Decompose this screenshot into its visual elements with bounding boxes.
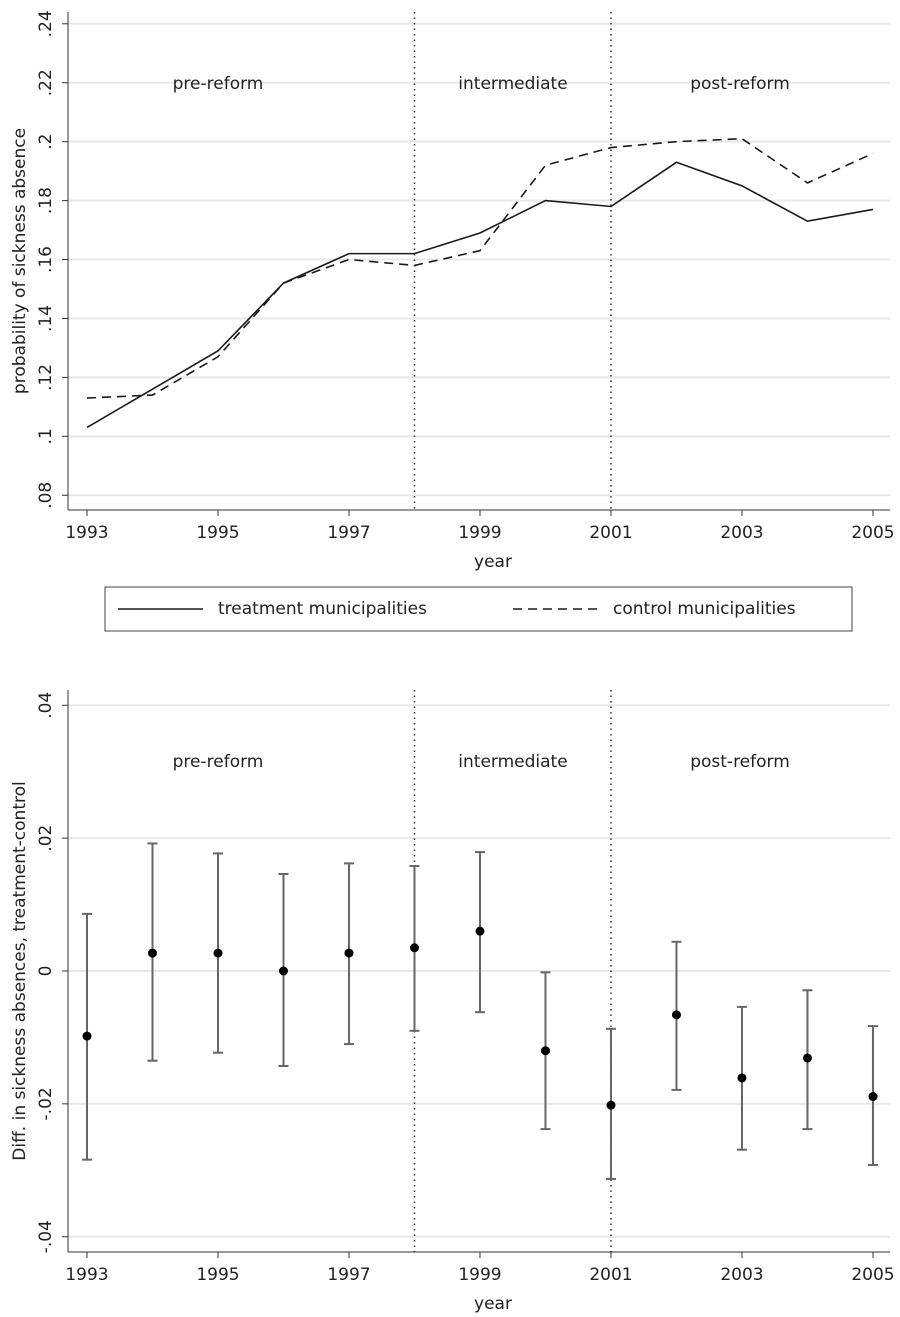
y-tick-label: .02: [36, 825, 56, 852]
x-tick-label: 1999: [458, 523, 501, 543]
point: [147, 948, 157, 958]
period-label: pre-reform: [173, 74, 264, 94]
legend-label: control municipalities: [613, 599, 796, 619]
y-tick-label: .16: [36, 246, 56, 273]
y-tick-label: 0: [36, 966, 56, 977]
point: [606, 1100, 616, 1110]
point: [737, 1073, 747, 1083]
y-tick-label: .1: [36, 428, 56, 444]
point: [540, 1046, 550, 1056]
x-axis-title: year: [474, 1294, 512, 1314]
period-label: intermediate: [458, 74, 567, 94]
y-tick-label: .12: [36, 364, 56, 391]
y-tick-label: -.02: [36, 1087, 56, 1120]
point: [671, 1010, 681, 1020]
period-label: intermediate: [458, 752, 567, 772]
point: [409, 943, 419, 953]
point: [802, 1053, 812, 1063]
y-axis-title: probability of sickness absence: [10, 128, 30, 394]
x-tick-label: 1999: [458, 1265, 501, 1285]
x-tick-label: 2001: [589, 1265, 632, 1285]
x-tick-label: 2003: [720, 523, 763, 543]
point: [344, 948, 354, 958]
y-tick-label: .22: [36, 69, 56, 96]
period-label: post-reform: [690, 74, 790, 94]
y-tick-label: .04: [36, 692, 56, 719]
y-tick-label: .14: [36, 305, 56, 332]
series-line: [86, 161, 874, 429]
point: [82, 1031, 92, 1041]
point: [475, 926, 485, 936]
point: [213, 948, 223, 958]
x-tick-label: 2005: [851, 523, 894, 543]
y-tick-label: .08: [36, 482, 56, 509]
x-tick-label: 1995: [196, 1265, 239, 1285]
period-label: post-reform: [690, 752, 790, 772]
y-tick-label: .24: [36, 10, 56, 37]
x-tick-label: 1993: [65, 1265, 108, 1285]
x-axis-title: year: [474, 552, 512, 572]
point: [278, 966, 288, 976]
period-label: pre-reform: [173, 752, 264, 772]
x-tick-label: 1997: [327, 1265, 370, 1285]
legend-label: treatment municipalities: [218, 599, 427, 619]
y-tick-label: .18: [36, 187, 56, 214]
x-tick-label: 2001: [589, 523, 632, 543]
y-tick-label: -.04: [36, 1220, 56, 1253]
y-tick-label: .2: [36, 134, 56, 150]
point: [868, 1092, 878, 1102]
x-tick-label: 1997: [327, 523, 370, 543]
y-axis-title: Diff. in sickness absences, treatment-co…: [10, 781, 30, 1160]
x-tick-label: 1995: [196, 523, 239, 543]
x-tick-label: 2003: [720, 1265, 763, 1285]
x-tick-label: 1993: [65, 523, 108, 543]
series-line: [86, 137, 874, 399]
x-tick-label: 2005: [851, 1265, 894, 1285]
legend-box: [104, 586, 853, 632]
